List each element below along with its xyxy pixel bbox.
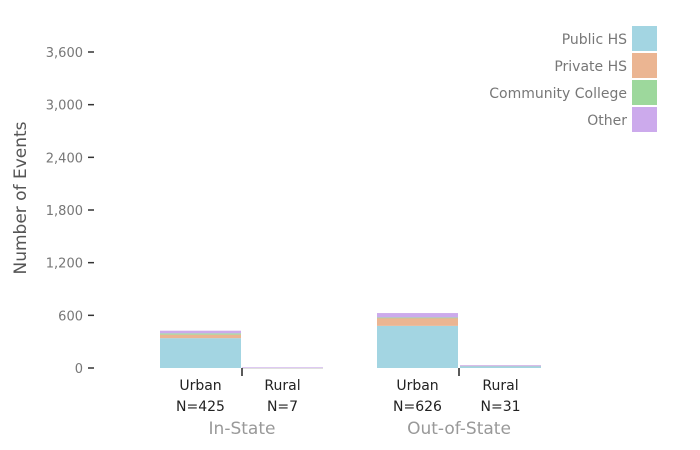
legend-label: Public HS (562, 32, 627, 48)
x-group-label: Out-of-State (407, 419, 511, 439)
legend-swatch (632, 107, 657, 132)
y-axis-title: Number of Events (11, 121, 31, 274)
legend-label: Private HS (554, 59, 627, 75)
bar-segment-public-hs (160, 338, 241, 368)
x-category-label: Urban (179, 378, 221, 394)
y-tick-label: 3,600 (46, 46, 83, 61)
x-category-label: Rural (482, 378, 518, 394)
y-tick-label: 600 (58, 309, 83, 324)
legend-label: Other (587, 113, 627, 129)
bars (160, 313, 541, 369)
x-category-count: N=31 (480, 399, 520, 415)
x-group-label: In-State (209, 419, 276, 439)
bar-segment-other (460, 365, 541, 367)
y-tick-label: 1,800 (46, 204, 83, 219)
bar-segment-private-hs (160, 334, 241, 339)
legend-label: Community College (489, 86, 627, 102)
y-tick-label: 2,400 (46, 151, 83, 166)
bar-segment-public-hs (377, 325, 458, 368)
bar-segment-other (377, 313, 458, 318)
bar-segment-community-college (377, 317, 458, 319)
y-tick-label: 1,200 (46, 257, 83, 272)
y-axis: 0 600 1,200 1,800 2,400 3,000 3,600 (46, 46, 94, 377)
x-category-count: N=425 (176, 399, 225, 415)
x-category-label: Urban (396, 378, 438, 394)
x-category-label: Rural (264, 378, 300, 394)
bar-segment-public-hs (460, 365, 541, 368)
legend-swatch (632, 80, 657, 105)
bar-segment-community-college (160, 333, 241, 335)
legend-swatch (632, 26, 657, 51)
legend: Public HS Private HS Community College Othe… (489, 26, 657, 132)
y-tick-label: 3,000 (46, 99, 83, 114)
x-category-count: N=7 (267, 399, 298, 415)
y-tick-label: 0 (75, 362, 83, 377)
x-axis: Urban N=425 Rural N=7 In-State Urban N=626 Rura… (176, 368, 521, 439)
legend-swatch (632, 53, 657, 78)
bar-segment-private-hs (377, 317, 458, 326)
bar-segment-other (160, 330, 241, 334)
x-category-count: N=626 (393, 399, 442, 415)
bar-segment-other (242, 367, 323, 369)
